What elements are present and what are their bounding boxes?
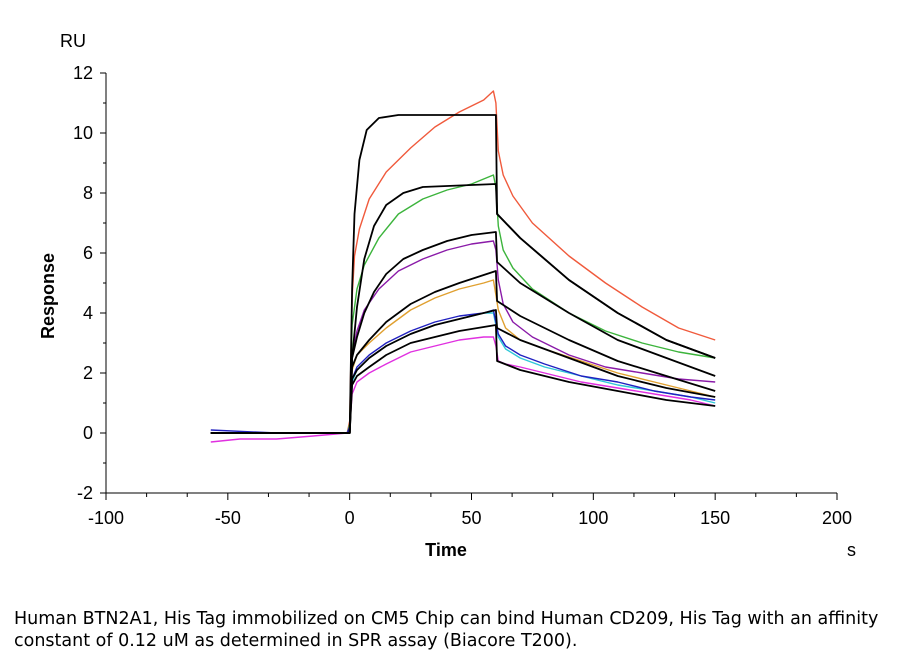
fit-series-line-4 <box>210 270 716 434</box>
y-tick-label: 0 <box>83 423 93 443</box>
measured-series-line-3 <box>210 240 716 434</box>
sensorgram-chart: -2 0 2 4 6 8 10 12 -100 -50 0 50 100 150 200 RU Respon… <box>38 31 856 560</box>
y-tick-label: 4 <box>83 303 93 323</box>
x-tick-label: 0 <box>345 508 355 528</box>
y-tick-label: 12 <box>73 63 93 83</box>
y-tick-label: 2 <box>83 363 93 383</box>
fit-series-line-3 <box>210 231 716 434</box>
x-tick-label: 100 <box>578 508 608 528</box>
y-axis-title: Response <box>38 253 58 339</box>
x-tick-label: 200 <box>822 508 852 528</box>
y-tick-label: 10 <box>73 123 93 143</box>
y-tick-label: 8 <box>83 183 93 203</box>
y-tick-label: 6 <box>83 243 93 263</box>
x-tick-label: -100 <box>88 508 124 528</box>
x-tick-label: 50 <box>461 508 481 528</box>
x-tick-label: 150 <box>700 508 730 528</box>
y-unit-label: RU <box>60 31 86 51</box>
fit-series-line-6 <box>210 324 716 434</box>
x-tick-label: -50 <box>215 508 241 528</box>
fit-series-line-1 <box>210 114 716 434</box>
measured-series-line-4 <box>210 279 716 434</box>
axes: -2 0 2 4 6 8 10 12 -100 -50 0 50 100 150 200 <box>73 63 852 528</box>
measured-series-group <box>210 90 716 443</box>
x-unit-label: s <box>847 540 856 560</box>
measured-series-line-6 <box>210 336 716 443</box>
x-axis-title: Time <box>425 540 467 560</box>
fit-series-group <box>210 114 716 434</box>
measured-series-line-7 <box>210 309 716 434</box>
y-tick-label: -2 <box>77 483 93 503</box>
fit-series-line-5 <box>210 309 716 434</box>
figure-caption: Human BTN2A1, His Tag immobilized on CM5… <box>14 609 879 651</box>
